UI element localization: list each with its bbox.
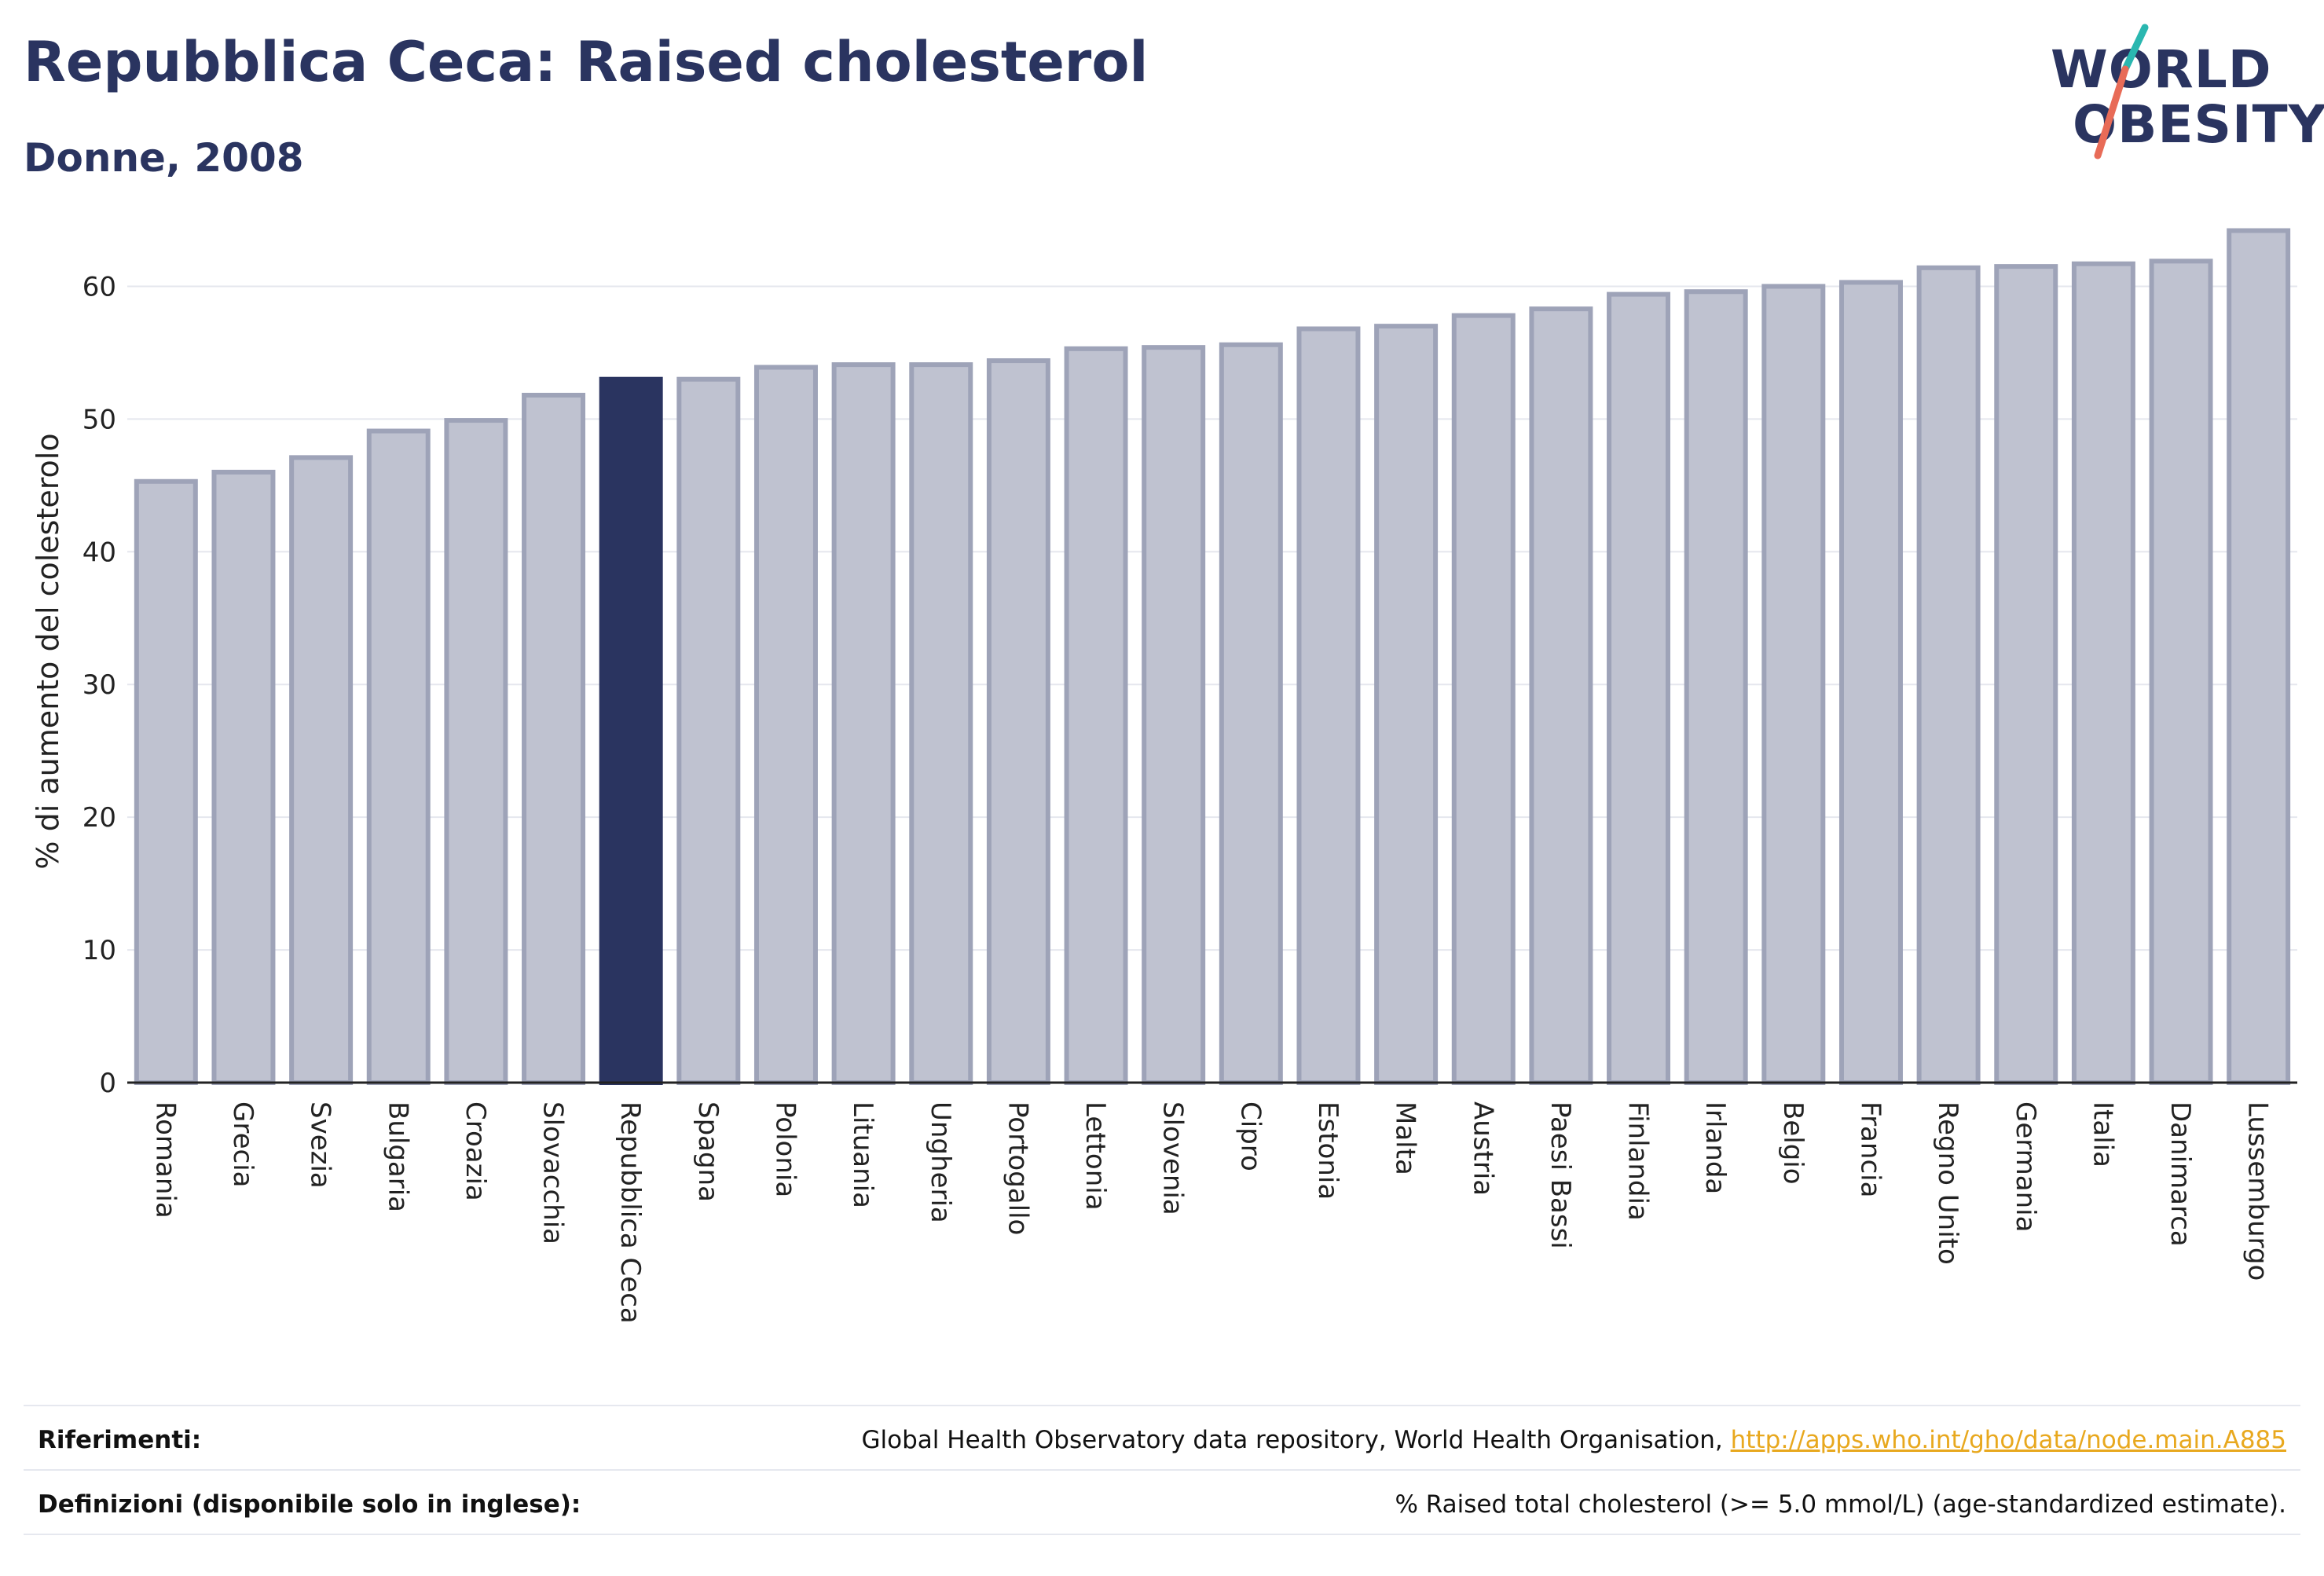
definitions-value: % Raised total cholesterol (>= 5.0 mmol/…	[1395, 1490, 2286, 1519]
bar-repubblica-ceca[interactable]	[599, 376, 663, 1085]
bar-francia[interactable]	[1838, 280, 1903, 1085]
bar-germania[interactable]	[1994, 264, 2058, 1086]
x-tick-label: Lettonia	[1080, 1101, 1111, 1211]
bar-malta[interactable]	[1374, 324, 1439, 1085]
x-tick-label: Svezia	[305, 1101, 336, 1189]
x-tick-label: Cipro	[1234, 1101, 1266, 1171]
definitions-label: Definizioni (disponibile solo in inglese…	[38, 1490, 581, 1519]
x-tick-label: Danimarca	[2165, 1101, 2196, 1247]
x-tick-label: Estonia	[1312, 1101, 1343, 1200]
footer-divider-middle	[24, 1469, 2300, 1471]
logo-slash-icon	[2094, 24, 2149, 159]
footer-divider-bottom	[24, 1534, 2300, 1535]
logo-line1: WORLD	[2051, 39, 2272, 100]
bar-bulgaria[interactable]	[366, 428, 431, 1085]
y-tick-label: 10	[82, 935, 116, 966]
x-tick-label: Belgio	[1777, 1101, 1809, 1185]
y-tick-label: 50	[82, 404, 116, 435]
x-tick-label: Ungheria	[925, 1101, 956, 1223]
y-axis-label: % di aumento del colesterolo	[31, 433, 65, 869]
x-tick-label: Polonia	[769, 1101, 801, 1197]
x-tick-label: Slovacchia	[537, 1101, 569, 1244]
bar-estonia[interactable]	[1296, 326, 1361, 1086]
bar-austria[interactable]	[1451, 313, 1516, 1085]
x-tick-label: Francia	[1854, 1101, 1886, 1197]
bar-irlanda[interactable]	[1684, 289, 1748, 1086]
world-obesity-logo: WORLD OBESITY	[2051, 24, 2324, 165]
bar-ungheria[interactable]	[909, 362, 973, 1085]
x-tick-label: Lituania	[847, 1101, 878, 1208]
x-tick-label: Slovenia	[1157, 1101, 1189, 1215]
y-tick-label: 30	[82, 669, 116, 701]
bar-lettonia[interactable]	[1064, 346, 1128, 1085]
bar-lussemburgo[interactable]	[2227, 228, 2291, 1086]
x-tick-label: Malta	[1390, 1101, 1421, 1175]
x-tick-label: Germania	[2010, 1101, 2041, 1232]
x-tick-label: Spagna	[692, 1101, 724, 1202]
x-tick-label: Finlandia	[1622, 1101, 1654, 1221]
references-label: Riferimenti:	[38, 1426, 202, 1454]
x-tick-label: Bulgaria	[382, 1101, 413, 1212]
bar-regno-unito[interactable]	[1916, 265, 1981, 1086]
bar-grecia[interactable]	[211, 469, 276, 1085]
bars	[134, 228, 2291, 1086]
y-tick-label: 40	[82, 537, 116, 568]
bar-spagna[interactable]	[676, 376, 741, 1085]
bar-slovacchia[interactable]	[522, 392, 586, 1085]
bar-croazia[interactable]	[444, 418, 508, 1085]
x-tick-label: Irlanda	[1699, 1101, 1731, 1194]
bar-slovenia[interactable]	[1142, 345, 1206, 1086]
bar-italia[interactable]	[2071, 261, 2135, 1085]
y-tick-labels: 0 10 20 30 40 50 60	[82, 271, 116, 1099]
references-link[interactable]: http://apps.who.int/gho/data/node.main.A…	[1730, 1426, 2286, 1454]
footer-divider-top	[24, 1405, 2300, 1406]
x-tick-label: Regno Unito	[1932, 1101, 1963, 1265]
x-tick-label: Grecia	[227, 1101, 258, 1187]
bar-chart: 0 10 20 30 40 50 60 Romania Grecia Svezia Bulgari…	[31, 228, 2297, 1324]
bar-polonia[interactable]	[753, 365, 818, 1085]
references-value: Global Health Observatory data repositor…	[862, 1426, 2286, 1454]
chart-subtitle: Donne, 2008	[24, 135, 304, 181]
x-tick-label: Repubblica Ceca	[614, 1101, 646, 1324]
bar-portogallo[interactable]	[986, 358, 1050, 1085]
bar-cipro[interactable]	[1219, 342, 1283, 1085]
y-tick-label: 0	[99, 1068, 116, 1099]
y-tick-label: 60	[82, 271, 116, 302]
bar-svezia[interactable]	[289, 455, 354, 1085]
x-tick-label: Lussemburgo	[2242, 1101, 2274, 1281]
bar-finlandia[interactable]	[1607, 291, 1671, 1085]
y-tick-label: 20	[82, 802, 116, 834]
x-tick-label: Austria	[1467, 1101, 1498, 1196]
x-tick-label: Romania	[149, 1101, 181, 1219]
chart-title: Repubblica Ceca: Raised cholesterol	[24, 30, 1149, 94]
references-text: Global Health Observatory data repositor…	[861, 1426, 1731, 1454]
bar-lituania[interactable]	[831, 362, 896, 1085]
bar-romania[interactable]	[134, 478, 198, 1085]
x-tick-labels: Romania Grecia Svezia Bulgaria Croazia Slovac…	[149, 1101, 2273, 1324]
bar-belgio[interactable]	[1761, 284, 1826, 1085]
bar-danimarca[interactable]	[2149, 258, 2213, 1085]
bar-paesi-bassi[interactable]	[1529, 306, 1593, 1085]
x-tick-label: Croazia	[460, 1101, 491, 1201]
x-tick-label: Portogallo	[1002, 1101, 1033, 1235]
x-tick-label: Paesi Bassi	[1545, 1101, 1576, 1249]
x-tick-label: Italia	[2087, 1101, 2118, 1167]
